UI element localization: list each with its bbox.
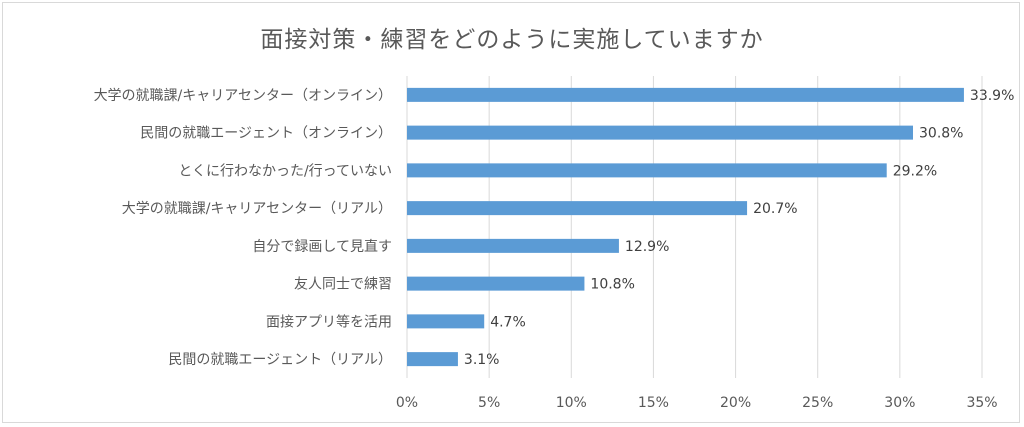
bar [407,352,458,367]
chart-title: 面接対策・練習をどのように実施していますか [260,27,764,53]
value-label: 33.9% [970,88,1014,104]
x-tick-labels: 0% 5% 10% 15% 20% 25% 30% 35% [396,395,998,411]
value-label: 3.1% [464,352,500,368]
bar [407,276,585,291]
category-label: 大学の就職課/キャリアセンター（リアル） [122,201,392,217]
bar [407,238,619,253]
category-label: 自分で録画して見直す [252,238,392,255]
category-label: 民間の就職エージェント（オンライン） [140,126,392,142]
value-label: 4.7% [490,314,526,330]
value-label: 12.9% [625,239,669,255]
category-label: 友人同士で練習 [294,277,392,293]
x-tick-label: 0% [396,395,418,411]
bar [407,163,887,178]
x-tick-label: 35% [966,395,997,411]
bar [407,125,913,140]
x-tick-label: 25% [802,395,833,411]
grid-lines [406,76,983,378]
x-tick-label: 5% [478,395,500,411]
x-tick-label: 30% [884,395,915,411]
category-label: とくに行わなかった/行っていない [178,163,392,179]
x-tick-label: 15% [638,395,669,411]
bar [407,87,964,102]
category-label: 面接アプリ等を活用 [266,313,392,330]
value-label: 10.8% [590,277,634,293]
category-label: 大学の就職課/キャリアセンター（オンライン） [94,88,392,104]
value-label: 30.8% [919,126,963,142]
x-tick-label: 10% [556,395,587,411]
bar [407,314,485,329]
value-labels: 33.9% 30.8% 29.2% 20.7% 12.9% 10.8% 4.7% 3.1% [464,88,1014,368]
category-label: 民間の就職エージェント（リアル） [168,352,392,368]
bars [407,87,964,367]
category-labels: 大学の就職課/キャリアセンター（オンライン） 民間の就職エージェント（オンライン）… [94,88,392,368]
value-label: 29.2% [893,163,937,179]
x-tick-label: 20% [720,395,751,411]
value-label: 20.7% [753,201,797,217]
bar [407,201,748,216]
